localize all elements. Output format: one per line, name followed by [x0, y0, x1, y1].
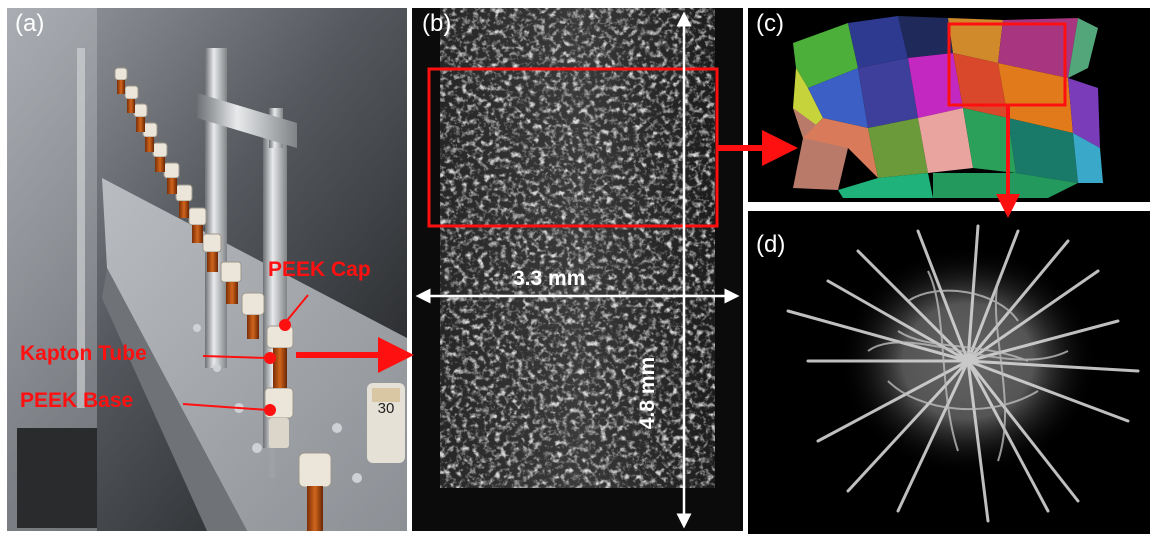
ct-texture	[412, 8, 743, 531]
width-dimension-label: 3.3 mm	[513, 267, 586, 290]
peek-cap-label: PEEK Cap	[268, 258, 371, 281]
panel-b-label: (b)	[422, 10, 452, 37]
panel-a-photo: (a) 30	[7, 8, 407, 531]
panel-c-segmentation: (c)	[748, 8, 1150, 202]
sample-rack-illustration	[7, 8, 407, 531]
panel-d-aggregate: (d)	[748, 211, 1150, 534]
aggregate-render	[786, 224, 1140, 523]
sample-tag-label: 30	[377, 400, 395, 417]
sample-tubes	[114, 67, 405, 531]
panel-c-label: (c)	[756, 10, 784, 37]
peek-base-label: PEEK Base	[20, 389, 134, 412]
panel-d-label: (d)	[756, 231, 786, 258]
segmentation-map	[793, 16, 1103, 198]
panel-a-label: (a)	[15, 10, 45, 37]
height-dimension-label: 4.8 mm	[636, 356, 660, 430]
kapton-tube-label: Kapton Tube	[20, 342, 147, 365]
